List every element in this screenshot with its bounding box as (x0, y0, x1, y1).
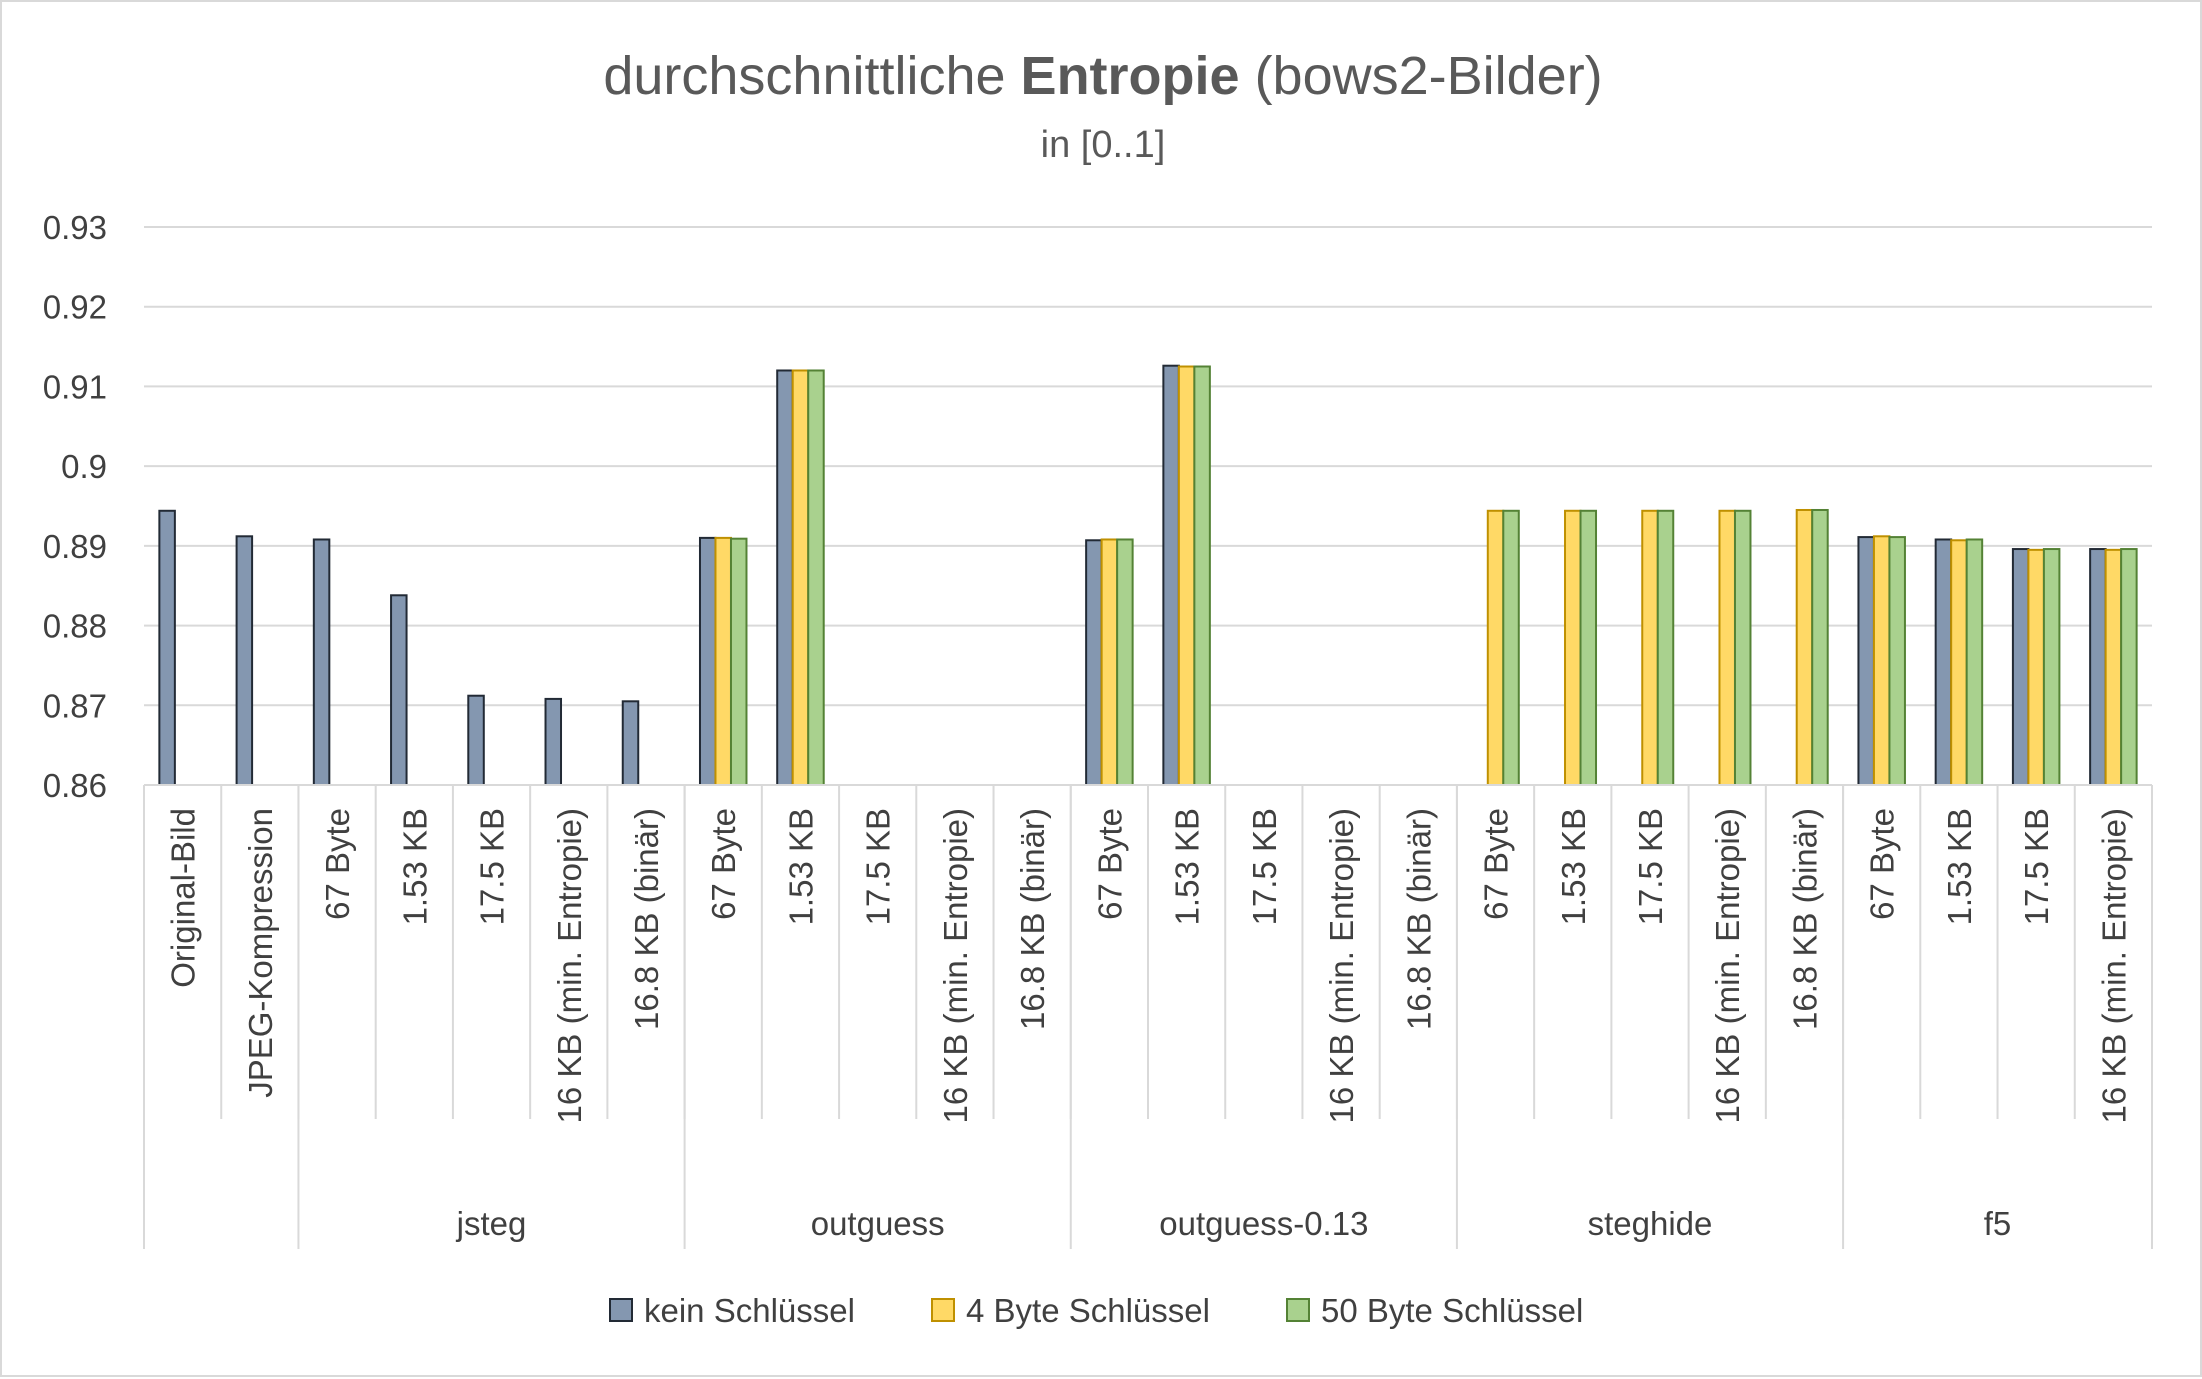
category-label: 16.8 KB (binär) (1400, 808, 1437, 1030)
bar-kein-schluessel (621, 700, 640, 786)
bar-50-byte-schluessel (1502, 509, 1520, 786)
category-label: 16.8 KB (binär) (628, 808, 665, 1030)
group-label: steghide (1588, 1205, 1713, 1242)
group-label: outguess (811, 1205, 945, 1242)
bar-kein-schluessel (2089, 548, 2107, 786)
category-label: Original-Bild (165, 808, 202, 988)
category-label: 16 KB (min. Entropie) (551, 808, 588, 1123)
category-label: 17.5 KB (1246, 808, 1283, 925)
x-axis: jsteg outguess outguess-0.13 steghide f5 Orig… (143, 784, 2153, 1249)
category-label: 1.53 KB (1555, 808, 1592, 925)
category-label: 1.53 KB (396, 808, 433, 925)
bar-kein-schluessel (467, 694, 485, 786)
category-label: 16 KB (min. Entropie) (2095, 808, 2132, 1123)
bar-kein-schluessel (776, 369, 794, 786)
category-label: 67 Byte (705, 808, 742, 920)
category-label: 1.53 KB (1941, 808, 1978, 925)
bar-4-byte-schluessel (1486, 509, 1505, 786)
bar-kein-schluessel (1162, 364, 1180, 786)
bar-4-byte-schluessel (1564, 509, 1582, 786)
bar-kein-schluessel (312, 538, 331, 786)
category-label: 67 Byte (1478, 808, 1515, 920)
category-label: 17.5 KB (474, 808, 511, 925)
category-label: 16 KB (min. Entropie) (937, 808, 974, 1123)
legend: kein Schlüssel 4 Byte Schlüssel 50 Byte Sc… (609, 1292, 1583, 1329)
y-tick-label: 0.91 (43, 368, 107, 405)
bar-4-byte-schluessel (1177, 365, 1196, 786)
legend-label: 4 Byte Schlüssel (966, 1292, 1210, 1329)
bar-4-byte-schluessel (2027, 548, 2045, 786)
y-tick-label: 0.87 (43, 687, 107, 724)
legend-label: 50 Byte Schlüssel (1321, 1292, 1583, 1329)
group-label: outguess-0.13 (1159, 1205, 1368, 1242)
category-label: 16 KB (min. Entropie) (1323, 808, 1360, 1123)
chart-title: durchschnittliche Entropie (bows2-Bilder… (603, 46, 1602, 106)
y-axis-ticks: 0.86 0.87 0.88 0.89 0.9 0.91 0.92 0.93 (43, 209, 107, 804)
category-label: 17.5 KB (2018, 808, 2055, 925)
bar-50-byte-schluessel (729, 537, 748, 786)
y-tick-label: 0.89 (43, 528, 107, 565)
bar-50-byte-schluessel (2042, 548, 2061, 786)
bar-50-byte-schluessel (1579, 509, 1598, 786)
category-label: 17.5 KB (1632, 808, 1669, 925)
bar-50-byte-schluessel (2120, 548, 2138, 786)
bar-kein-schluessel (698, 536, 717, 787)
bar-4-byte-schluessel (1718, 509, 1736, 786)
y-tick-label: 0.86 (43, 767, 107, 804)
group-label: jsteg (456, 1205, 527, 1242)
category-label: 1.53 KB (782, 808, 819, 925)
bar-50-byte-schluessel (1193, 365, 1211, 786)
bar-50-byte-schluessel (1116, 538, 1134, 786)
category-label: JPEG-Kompression (242, 808, 279, 1098)
bar-50-byte-schluessel (1811, 508, 1829, 786)
category-label: 1.53 KB (1169, 808, 1206, 925)
bar-4-byte-schluessel (1795, 508, 1814, 786)
bars (158, 364, 2138, 787)
bar-kein-schluessel (390, 594, 408, 787)
bar-kein-schluessel (1934, 538, 1953, 786)
group-label: f5 (1984, 1205, 2012, 1242)
legend-swatch (1286, 1298, 1310, 1322)
bar-50-byte-schluessel (1965, 538, 1984, 786)
bar-4-byte-schluessel (1872, 535, 1891, 787)
bar-kein-schluessel (1857, 536, 1875, 786)
bar-kein-schluessel (544, 697, 563, 786)
bar-50-byte-schluessel (807, 369, 825, 786)
category-label: 67 Byte (1091, 808, 1128, 920)
bar-4-byte-schluessel (1100, 538, 1119, 786)
bar-kein-schluessel (235, 535, 254, 787)
category-label: 67 Byte (319, 808, 356, 920)
category-label: 16.8 KB (binär) (1786, 808, 1823, 1030)
gridlines (144, 226, 2152, 786)
bar-4-byte-schluessel (1641, 509, 1659, 786)
category-label: 16 KB (min. Entropie) (1709, 808, 1746, 1123)
bar-50-byte-schluessel (1888, 536, 1906, 786)
bar-kein-schluessel (158, 509, 176, 786)
chart-subtitle: in [0..1] (1041, 124, 1166, 166)
y-tick-label: 0.88 (43, 608, 107, 645)
category-label: 16.8 KB (binär) (1014, 808, 1051, 1030)
legend-label: kein Schlüssel (644, 1292, 855, 1329)
bar-4-byte-schluessel (1950, 539, 1968, 787)
bar-kein-schluessel (1085, 539, 1103, 787)
bar-50-byte-schluessel (1656, 509, 1675, 786)
bar-kein-schluessel (2011, 548, 2030, 786)
bar-4-byte-schluessel (2104, 548, 2123, 786)
bar-4-byte-schluessel (791, 369, 810, 786)
legend-swatch (609, 1298, 633, 1322)
y-tick-label: 0.93 (43, 209, 107, 246)
category-label: 17.5 KB (860, 808, 897, 925)
y-tick-label: 0.9 (61, 448, 107, 485)
category-label: 67 Byte (1864, 808, 1901, 920)
y-tick-label: 0.92 (43, 289, 107, 326)
bar-50-byte-schluessel (1733, 509, 1752, 786)
bar-4-byte-schluessel (714, 536, 732, 787)
legend-swatch (931, 1298, 955, 1322)
